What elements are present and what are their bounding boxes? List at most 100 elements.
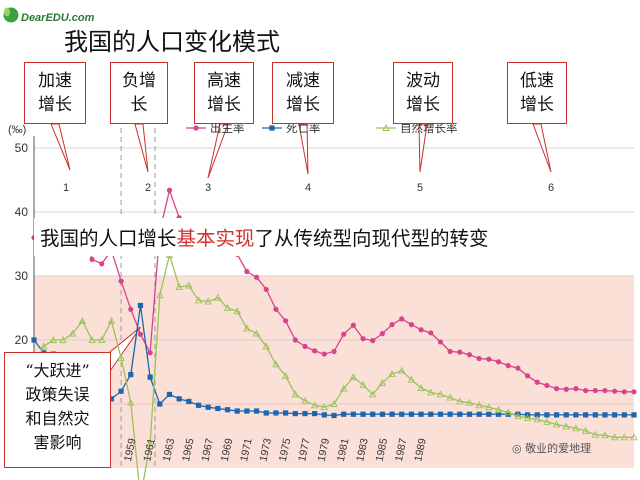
logo: DearEDU.com — [3, 7, 95, 24]
logo-text: DearEDU.com — [21, 12, 95, 24]
data-point — [370, 411, 376, 417]
data-point — [446, 393, 454, 401]
data-point — [292, 337, 298, 343]
x-tick-label: 1967 — [199, 437, 216, 462]
data-point — [486, 411, 492, 417]
data-point — [283, 410, 289, 416]
x-tick-label: 1989 — [412, 437, 429, 462]
data-point — [88, 336, 96, 343]
data-point — [621, 412, 627, 418]
data-point — [399, 316, 405, 322]
callout-pointer — [207, 123, 229, 179]
stage-label-box: 加速 增长 — [24, 62, 86, 124]
x-tick-label: 1969 — [219, 437, 236, 462]
data-point — [553, 412, 560, 418]
data-point — [457, 349, 463, 355]
x-tick-label: 1959 — [122, 437, 139, 462]
data-point — [331, 412, 337, 419]
callout-pointer — [418, 123, 428, 173]
legend-label: 出生率 — [210, 121, 245, 135]
great-leap-note: “大跃进” 政策失误 和自然灾 害影响 — [4, 352, 111, 468]
data-point — [291, 390, 300, 398]
data-point — [263, 286, 269, 293]
data-point — [78, 316, 87, 324]
data-point — [341, 411, 347, 417]
data-point — [447, 411, 453, 417]
callout-pointer — [134, 123, 149, 173]
data-point — [601, 431, 609, 439]
data-point — [602, 412, 608, 418]
data-point — [166, 187, 173, 193]
data-point — [283, 318, 289, 324]
data-point — [252, 329, 261, 337]
data-point — [466, 352, 473, 358]
data-point — [108, 396, 115, 402]
series-line — [33, 252, 634, 480]
watermark-text: 敬业的爱地理 — [525, 442, 592, 455]
data-point — [515, 365, 521, 371]
data-point — [523, 414, 532, 422]
stage-number: 1 — [63, 182, 69, 194]
data-point — [234, 408, 240, 414]
data-point — [68, 329, 77, 337]
stage-label-box: 低速 增长 — [507, 62, 567, 124]
data-point — [379, 411, 385, 417]
data-point — [204, 297, 212, 305]
data-point — [379, 331, 385, 337]
callout-pointer — [532, 123, 552, 173]
data-point — [621, 389, 627, 395]
data-point — [544, 412, 550, 418]
data-point — [407, 375, 416, 383]
x-tick-label: 1983 — [354, 437, 371, 462]
data-point — [591, 430, 600, 438]
data-point — [457, 411, 463, 417]
data-point — [533, 415, 541, 423]
data-point — [476, 355, 482, 362]
data-point — [214, 293, 222, 301]
data-point — [320, 403, 329, 411]
data-point — [505, 411, 511, 417]
legend: 出生率 死亡率 自然增长率 — [186, 121, 458, 135]
data-point — [368, 390, 377, 398]
data-point — [524, 373, 531, 379]
data-point — [514, 412, 522, 420]
banner-text-highlight: 基本实现 — [176, 227, 255, 250]
data-point — [310, 401, 319, 409]
data-point — [534, 412, 540, 418]
data-point — [485, 403, 493, 411]
data-point — [388, 369, 396, 377]
data-point — [341, 331, 347, 337]
data-point — [147, 374, 153, 380]
y-tick-label: 20 — [15, 333, 29, 347]
data-point — [147, 350, 153, 356]
data-point — [437, 411, 444, 417]
x-tick-label: 1977 — [296, 437, 313, 462]
data-point — [349, 373, 358, 381]
data-point — [194, 296, 203, 304]
data-point — [273, 410, 279, 416]
data-point — [118, 388, 124, 394]
data-point — [321, 351, 327, 357]
x-tick-label: 1981 — [335, 437, 352, 462]
data-point — [563, 412, 569, 418]
data-point — [215, 405, 221, 412]
x-tick-label: 1963 — [161, 437, 178, 462]
y-tick-label: 50 — [15, 141, 29, 155]
data-point — [418, 411, 424, 417]
data-point — [137, 331, 144, 337]
stage-label-box: 波动 增长 — [393, 62, 453, 124]
data-point — [331, 348, 337, 355]
banner-text-after: 了从传统型向现代型的转变 — [254, 227, 489, 250]
data-point — [223, 304, 232, 311]
data-point — [427, 388, 435, 396]
stage-dividers: 1 2 3 4 5 6 — [63, 128, 554, 468]
data-point — [418, 327, 424, 333]
data-point — [89, 256, 95, 262]
data-point — [573, 386, 579, 392]
data-point — [301, 396, 309, 404]
legend-marker — [193, 125, 199, 131]
data-point — [350, 322, 356, 328]
data-point — [370, 338, 376, 344]
data-point — [359, 380, 367, 388]
